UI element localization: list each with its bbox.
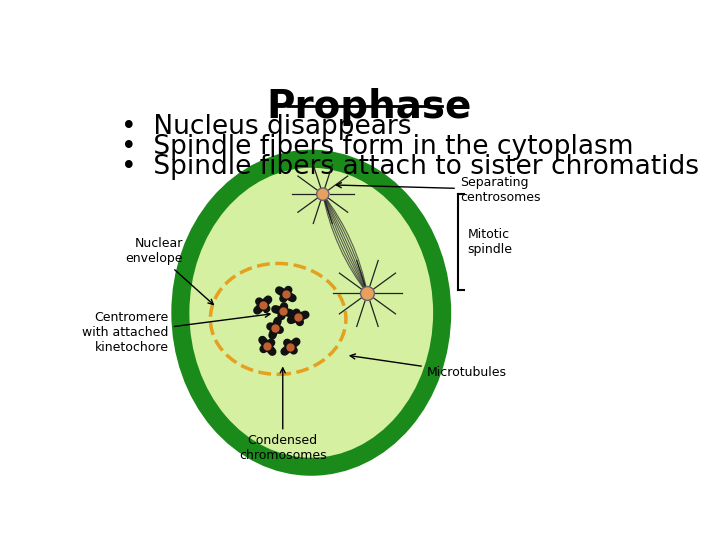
Text: •  Spindle fibers attach to sister chromatids: • Spindle fibers attach to sister chroma… (121, 154, 699, 180)
Text: Nuclear
envelope: Nuclear envelope (125, 237, 213, 305)
Text: •  Nucleus disappears: • Nucleus disappears (121, 114, 412, 140)
Text: Separating
centrosomes: Separating centrosomes (336, 176, 540, 204)
Text: Microtubules: Microtubules (350, 354, 507, 379)
Ellipse shape (180, 159, 442, 467)
Text: Condensed
chromosomes: Condensed chromosomes (239, 368, 327, 462)
Text: Mitotic
spindle: Mitotic spindle (467, 228, 513, 256)
Text: Centromere
with attached
kinetochore: Centromere with attached kinetochore (82, 311, 270, 354)
Circle shape (317, 188, 329, 200)
Circle shape (361, 287, 374, 300)
Text: Prophase: Prophase (266, 88, 472, 126)
Text: •  Spindle fibers form in the cytoplasm: • Spindle fibers form in the cytoplasm (121, 134, 634, 160)
